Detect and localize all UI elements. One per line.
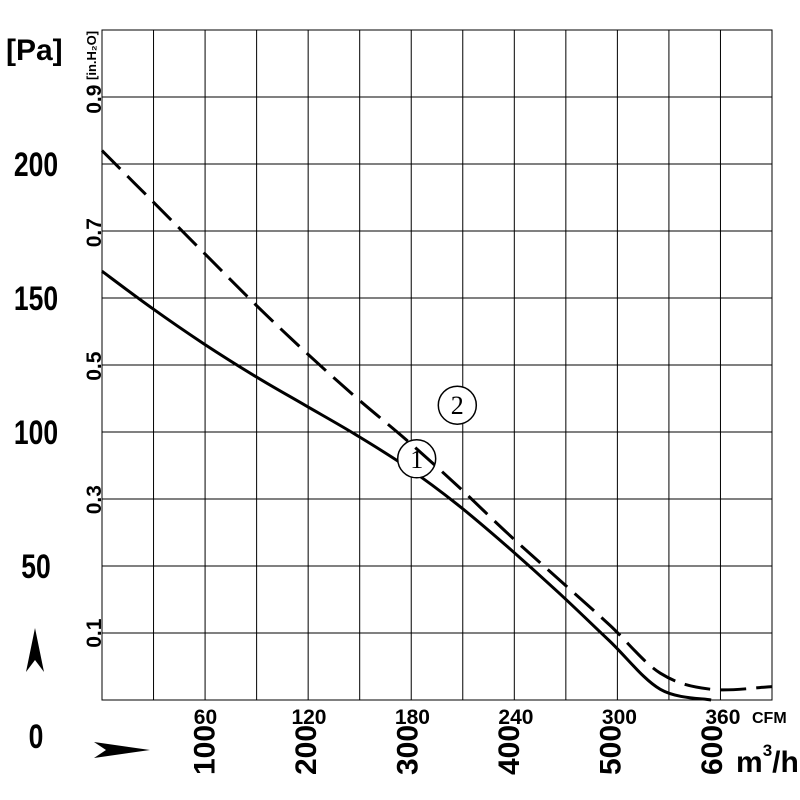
x-tick-label-cfm: 60: [194, 706, 217, 729]
y-axis-inh2o-unit: [in.H₂O]: [84, 31, 99, 80]
x-axis-m3h-unit: m3/h: [736, 741, 799, 779]
x-axis-cfm: CFM 60 120 180 240 300 360: [194, 706, 787, 729]
y-tick-label-pa: 100: [14, 414, 58, 452]
series-group: 12: [100, 149, 773, 702]
x-tick-label-m3h: 200: [290, 725, 323, 775]
x-axis-m3h-unit-tail: /h: [772, 746, 799, 779]
x-tick-label-cfm: 240: [498, 706, 533, 729]
x-axis-cfm-unit: CFM: [752, 710, 787, 727]
x-axis-m3h-unit-sup: 3: [763, 741, 772, 760]
y-axis-up-arrow-icon: [26, 628, 44, 672]
x-tick-label-cfm: 360: [705, 706, 740, 729]
x-axis-m3h: m3/h 100 200 300 400 500 600: [189, 725, 799, 779]
x-tick-label-m3h: 300: [392, 725, 425, 775]
x-tick-label-cfm: 180: [395, 706, 430, 729]
y-tick-label-inh2o: 0.3: [83, 485, 106, 514]
y-tick-label-inh2o: 0.5: [83, 351, 106, 381]
y-tick-label-inh2o: 0.1: [83, 618, 106, 648]
y-axis-pa-unit: [Pa]: [6, 34, 63, 67]
y-axis-pa: [Pa] 0 50 100 150 200: [6, 34, 63, 756]
y-tick-label-inh2o: 0.9: [83, 85, 106, 114]
series-marker-2: [437, 385, 478, 425]
y-tick-label-pa: 50: [21, 548, 51, 586]
plot-frame: [101, 29, 773, 701]
x-tick-label-m3h: 100: [189, 725, 222, 775]
y-tick-label-inh2o: 0.7: [83, 218, 106, 247]
x-axis-right-arrow-icon: [94, 742, 150, 758]
grid: [102, 30, 772, 700]
x-tick-label-m3h: 600: [696, 725, 729, 775]
series-line-2: [100, 149, 773, 692]
series-marker-label-2: 2: [451, 391, 464, 420]
x-tick-label-m3h: 500: [595, 725, 628, 775]
y-tick-label-pa: 150: [14, 280, 58, 318]
series-marker-1: [396, 439, 437, 479]
y-tick-label-pa: 200: [14, 146, 58, 184]
x-tick-label-cfm: 120: [291, 706, 326, 729]
x-tick-label-cfm: 300: [602, 706, 637, 729]
x-tick-label-m3h: 400: [493, 725, 526, 775]
y-tick-label-pa: 0: [29, 718, 44, 756]
x-axis-m3h-unit-base: m: [736, 746, 763, 779]
y-axis-inh2o: [in.H₂O] 0.1 0.3 0.5 0.7 0.9: [83, 31, 106, 648]
